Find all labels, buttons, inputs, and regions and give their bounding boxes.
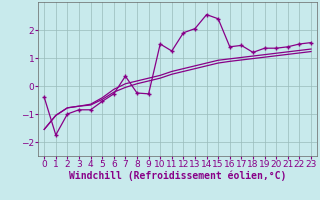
X-axis label: Windchill (Refroidissement éolien,°C): Windchill (Refroidissement éolien,°C) [69, 171, 286, 181]
